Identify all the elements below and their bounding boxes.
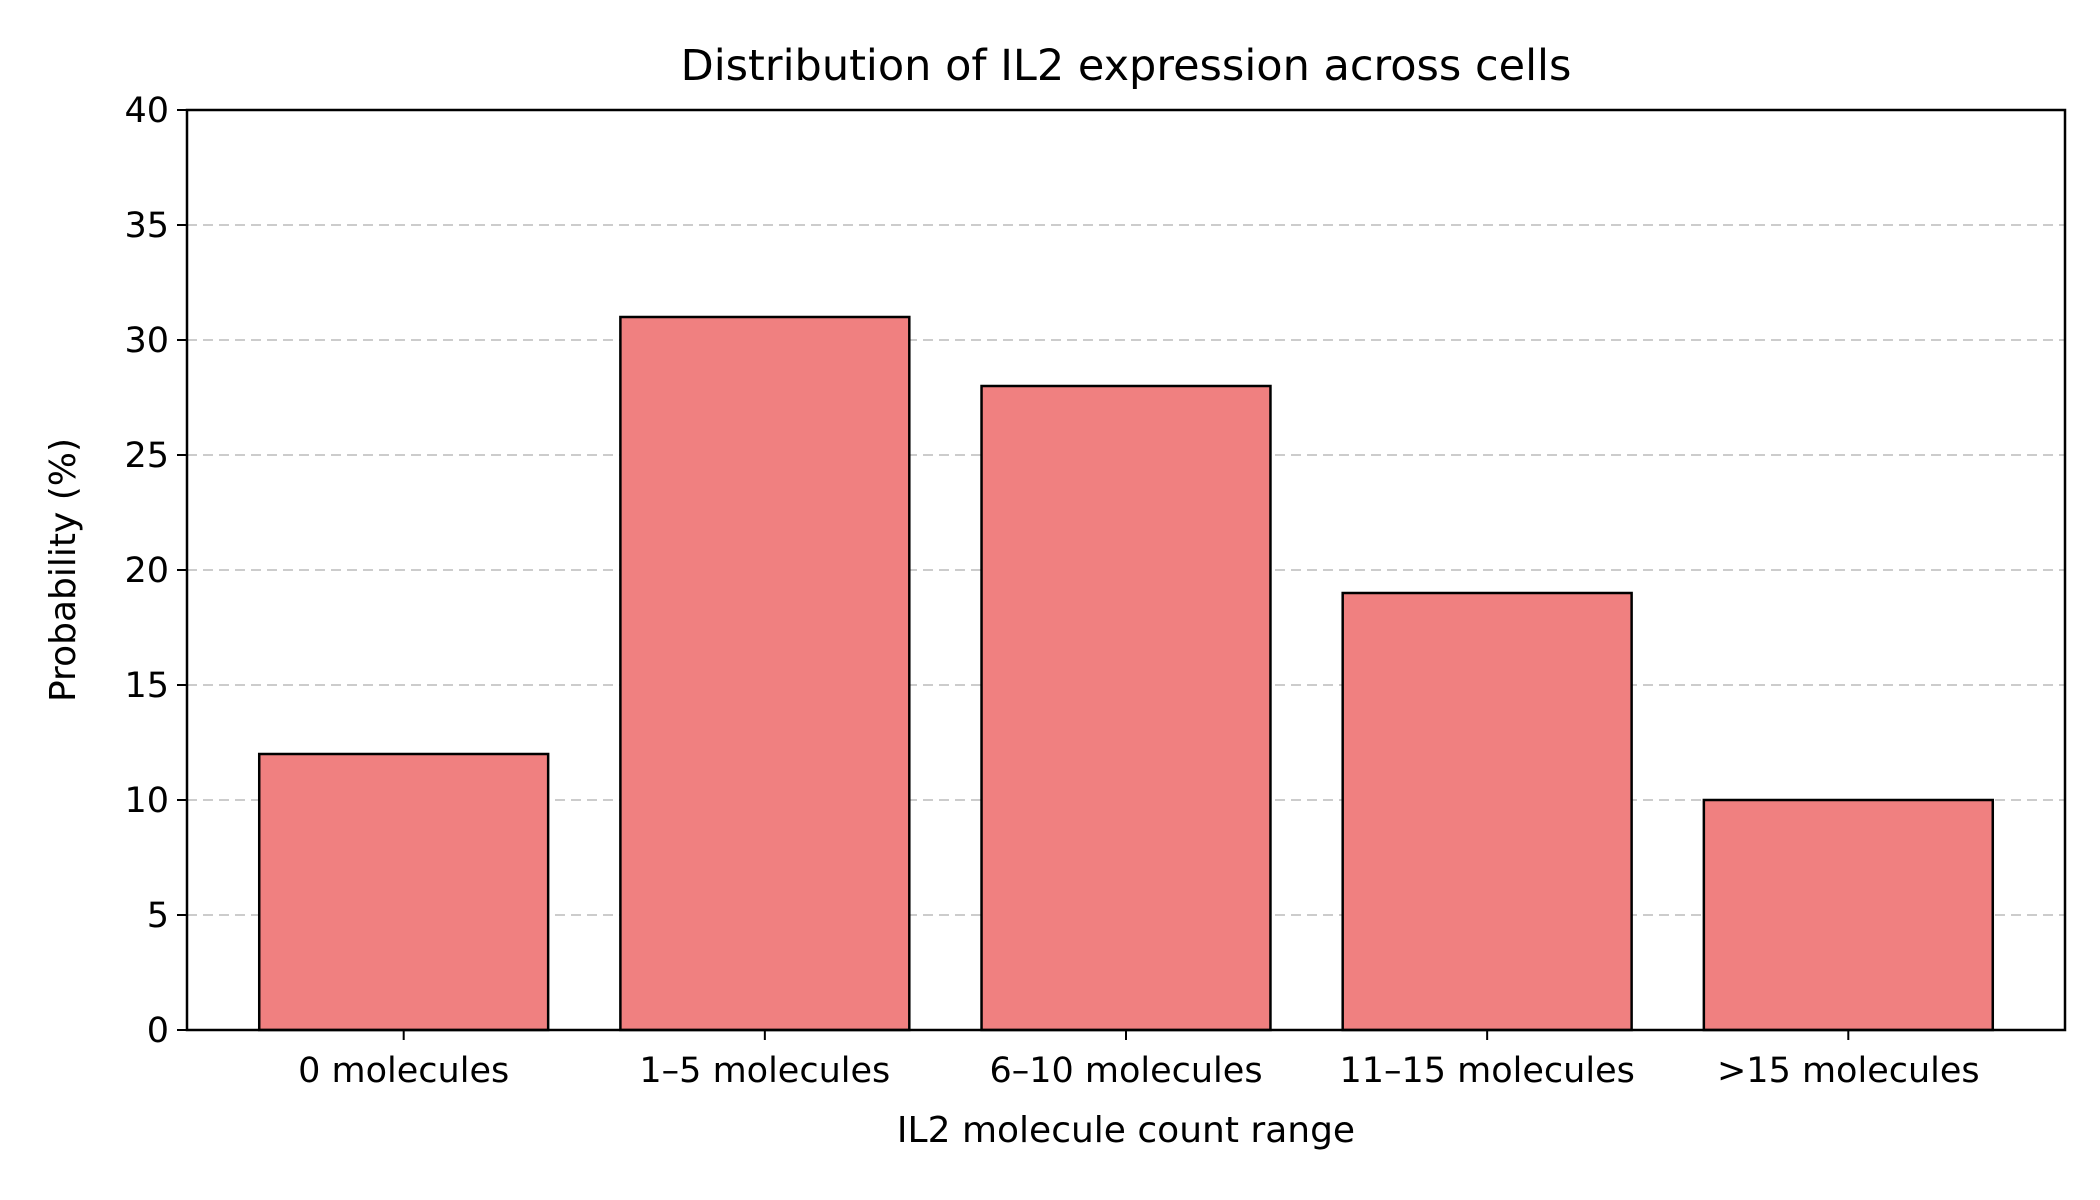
bar [1341,591,1633,1032]
bar [619,315,911,1032]
chart-title: Distribution of IL2 expression across ce… [681,41,1572,91]
bar [257,752,550,1032]
y-tick-label: 30 [124,321,169,361]
bar [1702,798,1995,1032]
x-axis-label: IL2 molecule count range [897,1110,1355,1151]
bar [980,384,1272,1032]
y-axis-label: Probability (%) [43,438,84,702]
y-axis-ticks: 0 5 10 15 20 25 30 35 40 [124,91,187,1051]
y-tick-label: 35 [124,206,169,246]
bars [257,315,1995,1032]
x-tick-label: >15 molecules [1717,1051,1980,1091]
x-tick-label: 6–10 molecules [989,1051,1262,1091]
x-tick-label: 0 molecules [298,1051,509,1091]
y-tick-label: 5 [147,896,169,936]
x-tick-label: 1–5 molecules [639,1051,890,1091]
y-tick-label: 20 [124,551,169,591]
y-tick-label: 0 [147,1011,169,1051]
y-tick-label: 25 [124,436,169,476]
y-tick-label: 40 [124,91,169,131]
y-tick-label: 15 [124,666,169,706]
x-axis-ticks: 0 molecules 1–5 molecules 6–10 molecules 11… [298,1030,1980,1091]
x-tick-label: 11–15 molecules [1339,1051,1634,1091]
y-tick-label: 10 [124,781,169,821]
